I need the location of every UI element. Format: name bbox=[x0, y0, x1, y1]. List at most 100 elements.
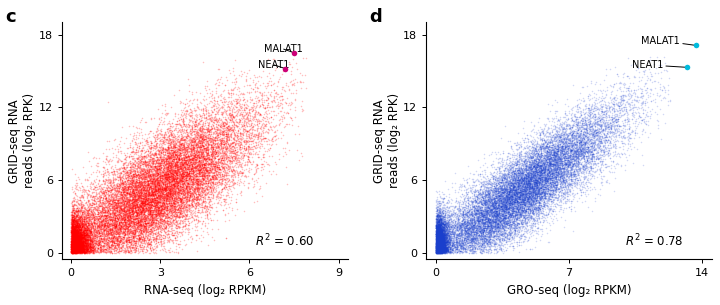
Point bbox=[433, 240, 445, 245]
Point bbox=[497, 189, 508, 194]
Point bbox=[71, 235, 83, 240]
Point bbox=[113, 174, 125, 179]
Point bbox=[505, 182, 516, 187]
Point bbox=[540, 164, 552, 169]
Point bbox=[575, 153, 587, 158]
Point bbox=[505, 231, 516, 236]
Point bbox=[289, 131, 301, 136]
Point bbox=[433, 244, 445, 249]
Point bbox=[483, 217, 495, 221]
Point bbox=[513, 200, 525, 205]
Point bbox=[66, 238, 78, 243]
Point bbox=[74, 236, 86, 241]
Point bbox=[132, 190, 144, 195]
Point bbox=[102, 223, 114, 228]
Point bbox=[432, 222, 444, 227]
Point bbox=[149, 212, 161, 217]
Point bbox=[193, 150, 204, 155]
Point bbox=[487, 228, 499, 233]
Point bbox=[474, 211, 486, 216]
Point bbox=[143, 190, 155, 195]
Point bbox=[433, 250, 444, 255]
Point bbox=[67, 226, 78, 231]
Point bbox=[125, 237, 137, 242]
Point bbox=[509, 225, 521, 230]
Point bbox=[80, 250, 91, 255]
Point bbox=[559, 172, 571, 177]
Point bbox=[515, 168, 526, 173]
Point bbox=[589, 154, 600, 159]
Point bbox=[585, 123, 596, 128]
Point bbox=[237, 129, 248, 134]
Point bbox=[120, 224, 131, 229]
Point bbox=[105, 202, 117, 206]
Point bbox=[591, 129, 603, 134]
Point bbox=[511, 198, 523, 203]
Point bbox=[531, 165, 542, 170]
Point bbox=[616, 134, 627, 138]
Point bbox=[168, 198, 180, 203]
Point bbox=[535, 196, 546, 201]
Point bbox=[503, 182, 514, 187]
Point bbox=[100, 198, 112, 203]
Point bbox=[502, 203, 513, 208]
Point bbox=[110, 218, 122, 223]
Point bbox=[506, 205, 518, 210]
Point bbox=[490, 210, 501, 215]
Point bbox=[89, 243, 101, 248]
Point bbox=[495, 244, 506, 249]
Point bbox=[104, 200, 116, 205]
Point bbox=[434, 223, 446, 228]
Point bbox=[518, 199, 530, 204]
Point bbox=[527, 181, 539, 186]
Point bbox=[73, 231, 84, 236]
Point bbox=[109, 240, 121, 245]
Point bbox=[66, 246, 78, 251]
Point bbox=[449, 220, 460, 224]
Point bbox=[162, 156, 174, 160]
Point bbox=[606, 133, 617, 138]
Point bbox=[539, 170, 550, 174]
Point bbox=[558, 125, 570, 130]
Point bbox=[447, 233, 459, 238]
Point bbox=[433, 238, 444, 243]
Point bbox=[166, 180, 177, 185]
Point bbox=[168, 138, 179, 143]
Point bbox=[166, 149, 178, 154]
Point bbox=[175, 131, 186, 136]
Point bbox=[176, 127, 188, 131]
Point bbox=[84, 237, 96, 242]
Point bbox=[178, 157, 189, 162]
Point bbox=[595, 118, 606, 123]
Point bbox=[192, 185, 203, 190]
Point bbox=[493, 212, 505, 217]
Point bbox=[519, 192, 531, 197]
Point bbox=[153, 190, 164, 195]
Point bbox=[462, 235, 474, 240]
Point bbox=[194, 166, 205, 170]
Point bbox=[516, 205, 528, 210]
Point bbox=[161, 197, 173, 202]
Point bbox=[140, 227, 152, 232]
Point bbox=[440, 247, 451, 252]
Point bbox=[534, 168, 545, 173]
Point bbox=[235, 136, 246, 141]
Point bbox=[168, 196, 179, 201]
Point bbox=[436, 243, 448, 248]
Point bbox=[170, 140, 181, 145]
Point bbox=[494, 226, 505, 231]
Point bbox=[158, 210, 169, 215]
Point bbox=[113, 234, 125, 239]
Point bbox=[70, 214, 81, 218]
Point bbox=[483, 191, 495, 196]
Point bbox=[129, 231, 140, 236]
Point bbox=[149, 184, 161, 189]
Point bbox=[438, 232, 449, 237]
Point bbox=[240, 146, 252, 151]
Point bbox=[73, 202, 84, 206]
Point bbox=[557, 160, 568, 165]
Point bbox=[79, 249, 91, 254]
Point bbox=[69, 231, 81, 236]
Point bbox=[130, 230, 141, 235]
Point bbox=[156, 210, 167, 215]
